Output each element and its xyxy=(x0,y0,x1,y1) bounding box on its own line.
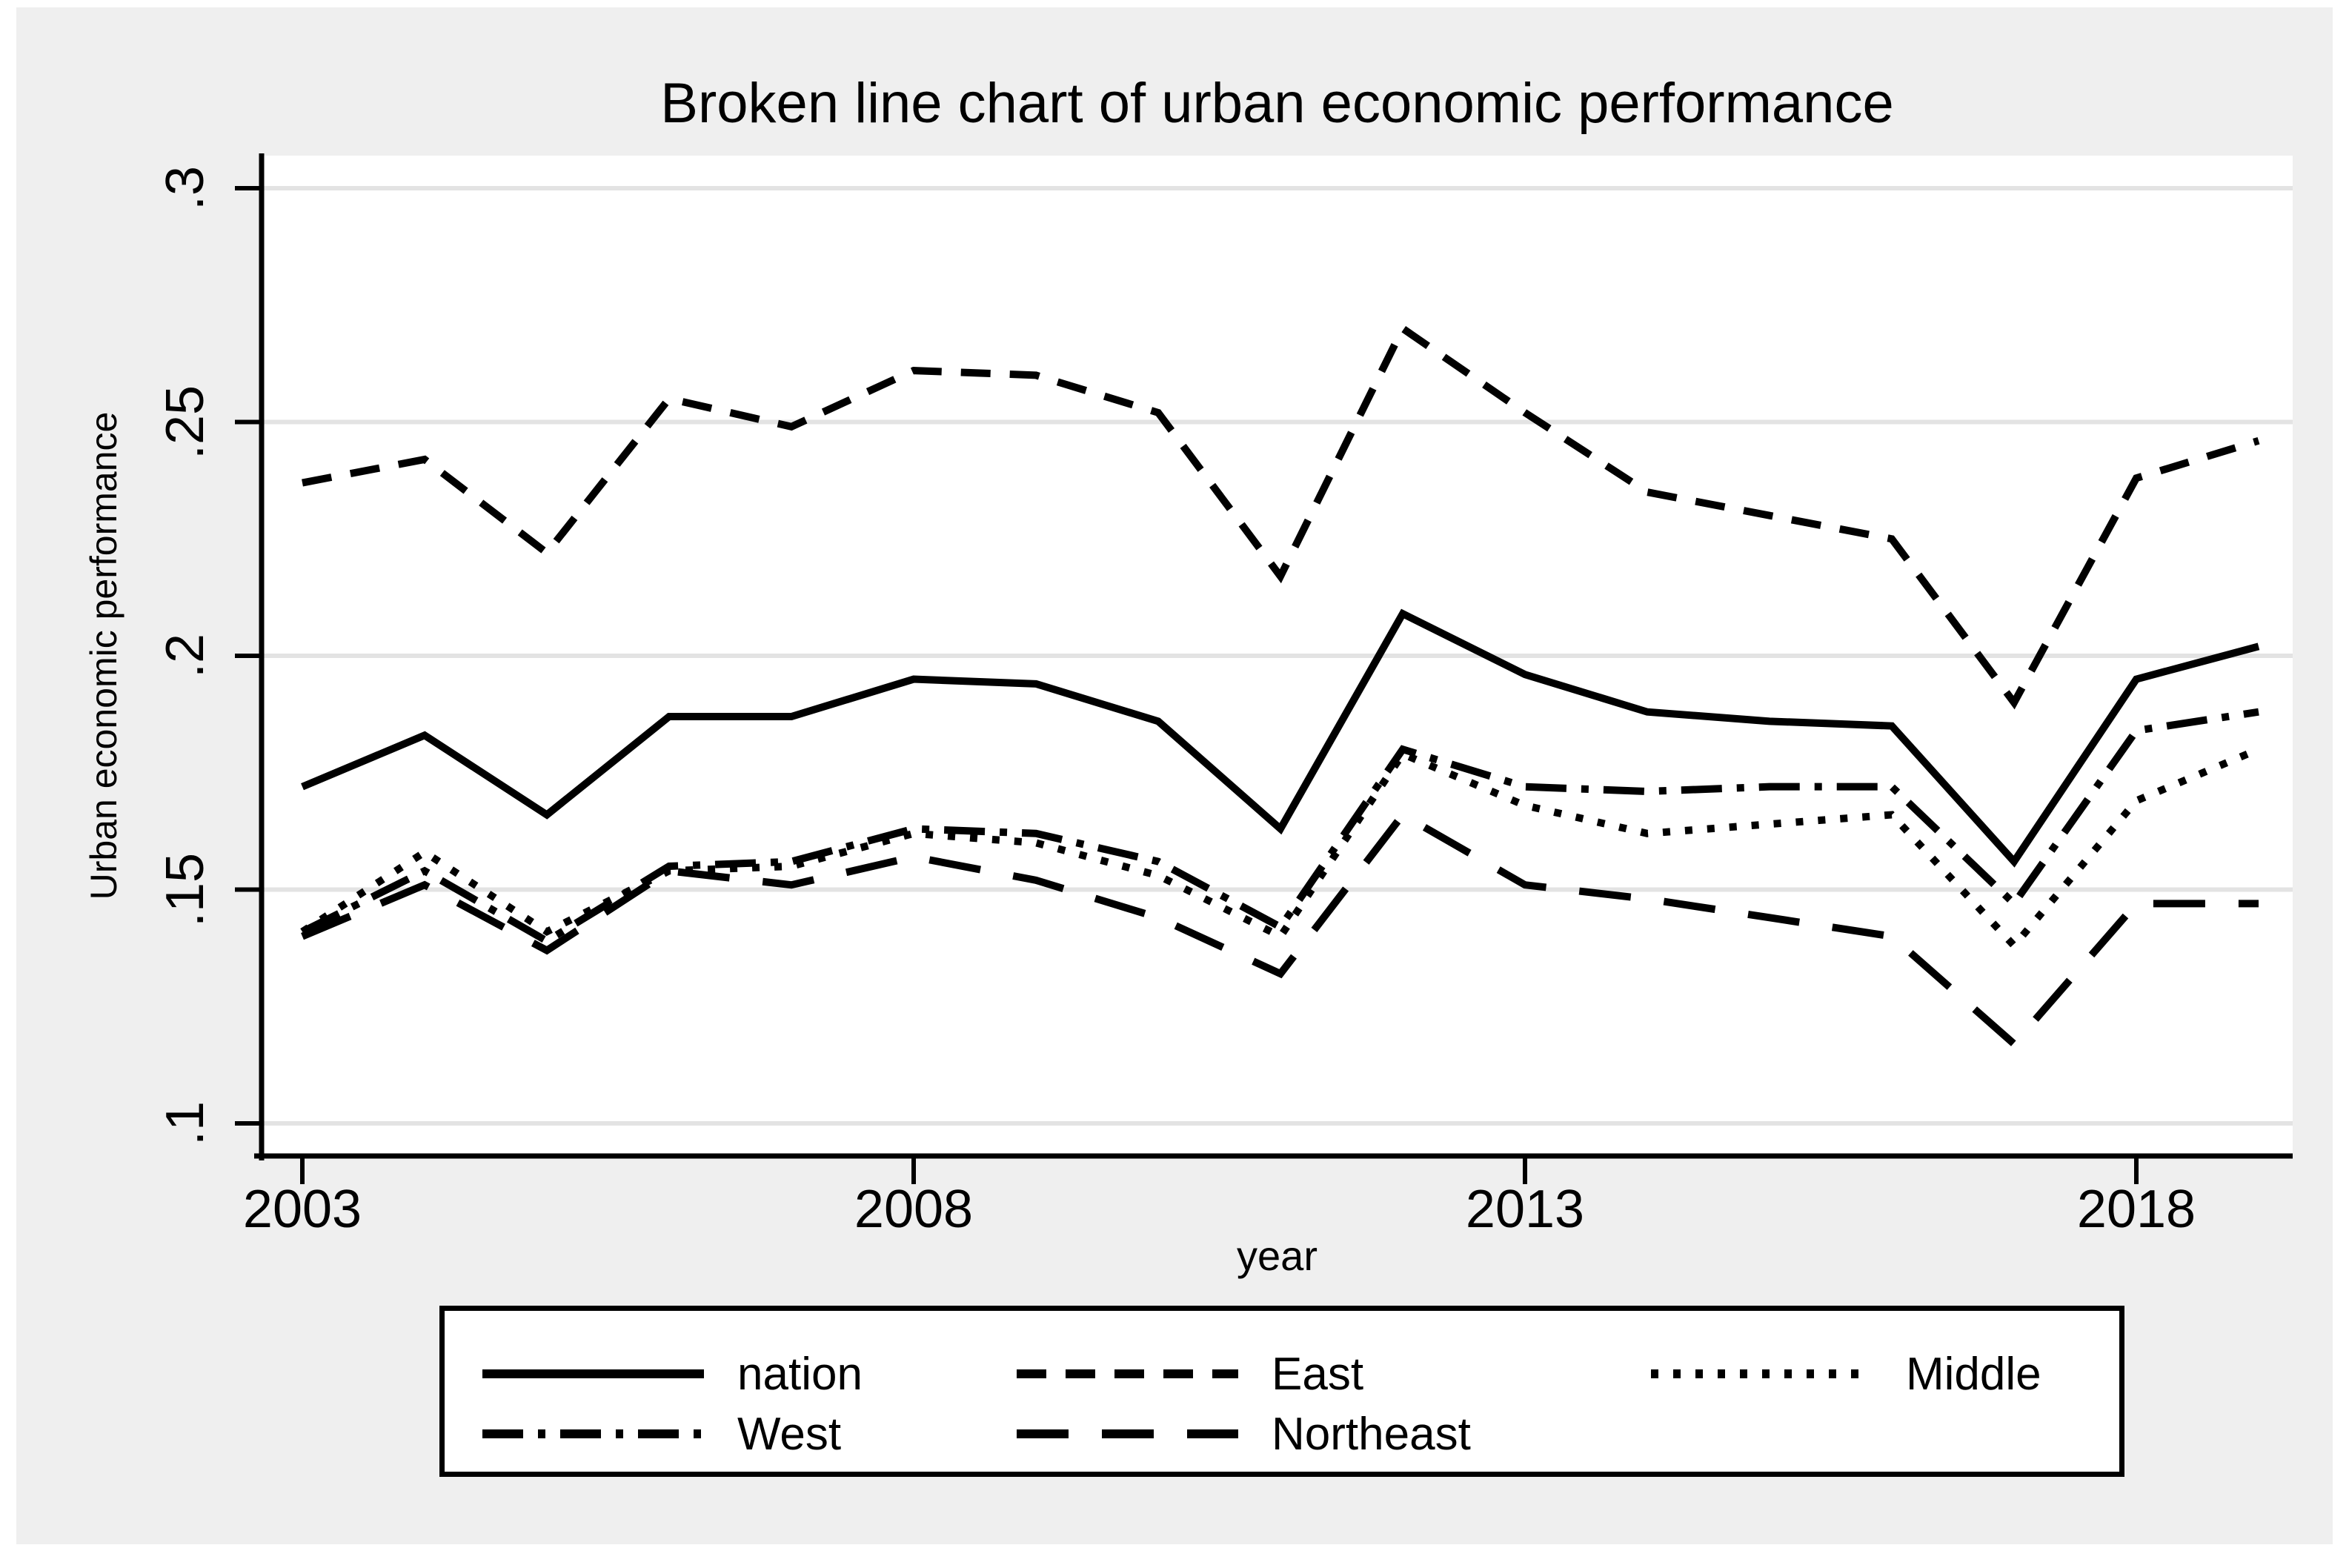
y-tick-label: .3 xyxy=(156,165,215,211)
x-tick-label: 2013 xyxy=(1465,1180,1585,1239)
y-axis-title: Urban economic performance xyxy=(83,411,124,900)
x-tick-label: 2003 xyxy=(242,1180,362,1239)
chart-title: Broken line chart of urban economic perf… xyxy=(660,72,1894,135)
legend-key-longdash-line-icon xyxy=(1017,1429,1238,1438)
legend-label: Middle xyxy=(1906,1348,2041,1400)
legend-key-dotted-line-icon xyxy=(1651,1369,1873,1378)
legend-item-west: West xyxy=(480,1404,841,1464)
series-nation xyxy=(301,608,2260,868)
y-tick-label: .25 xyxy=(156,385,215,459)
series-East xyxy=(302,322,2260,710)
legend: nation East Middle West Northeast xyxy=(439,1306,2124,1477)
legend-key-solid-line-icon xyxy=(482,1369,704,1378)
legend-item-nation: nation xyxy=(480,1344,863,1403)
y-tick-label: .1 xyxy=(156,1100,215,1146)
legend-key-dashed-line-icon xyxy=(1017,1369,1238,1378)
legend-label: West xyxy=(737,1408,842,1460)
y-tick-label: .2 xyxy=(156,633,215,679)
legend-key-dashdot-line-icon xyxy=(482,1429,704,1438)
legend-item-northeast: Northeast xyxy=(1014,1404,1471,1464)
x-axis-title: year xyxy=(1237,1232,1318,1279)
legend-item-east: East xyxy=(1014,1344,1363,1403)
x-tick-label: 2008 xyxy=(854,1180,974,1239)
series-West xyxy=(300,708,2259,946)
legend-label: Northeast xyxy=(1272,1408,1471,1460)
series-Northeast xyxy=(301,810,2259,1049)
plot-area xyxy=(235,153,2293,1184)
x-tick-label: 2018 xyxy=(2076,1180,2196,1239)
y-tick-label: .15 xyxy=(156,852,215,927)
legend-label: nation xyxy=(737,1348,863,1400)
legend-item-middle: Middle xyxy=(1649,1344,2041,1403)
chart-figure: Broken line chart of urban economic perf… xyxy=(16,7,2333,1544)
legend-label: East xyxy=(1272,1348,1364,1400)
